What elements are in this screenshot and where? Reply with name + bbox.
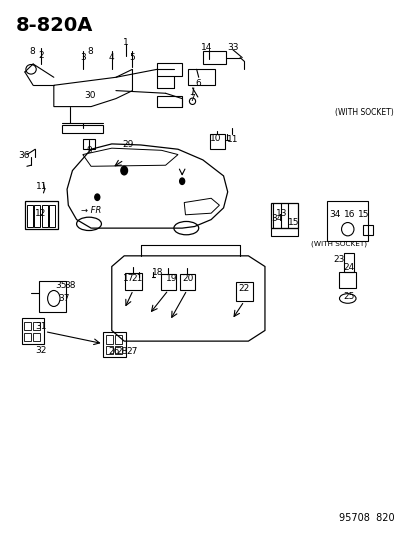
- Text: 26: 26: [108, 348, 119, 356]
- Text: 31: 31: [36, 322, 47, 330]
- Text: 15: 15: [357, 211, 368, 219]
- Text: 18: 18: [152, 269, 164, 277]
- Text: 24: 24: [342, 263, 354, 272]
- Bar: [202, 51, 225, 64]
- Bar: [339, 272, 355, 288]
- Text: 34: 34: [328, 211, 339, 219]
- Text: 3: 3: [80, 53, 85, 61]
- Circle shape: [95, 194, 100, 200]
- Bar: [27, 205, 33, 227]
- Text: 21: 21: [131, 274, 143, 282]
- Text: 25: 25: [342, 293, 354, 301]
- Bar: [114, 346, 122, 354]
- Bar: [210, 134, 224, 149]
- Bar: [363, 225, 372, 235]
- Text: 8-820A: 8-820A: [16, 16, 93, 35]
- Text: 13: 13: [275, 209, 287, 217]
- Text: (WITH SOCKET): (WITH SOCKET): [335, 108, 393, 117]
- Bar: [105, 335, 113, 344]
- Bar: [25, 201, 58, 229]
- Text: 5: 5: [129, 53, 135, 61]
- Text: 14: 14: [201, 44, 212, 52]
- Text: 19: 19: [166, 274, 177, 282]
- Text: 32: 32: [36, 346, 47, 354]
- Text: 95708  820: 95708 820: [339, 513, 394, 523]
- Bar: [114, 335, 122, 344]
- Bar: [235, 282, 252, 301]
- Bar: [105, 346, 113, 354]
- Bar: [157, 63, 182, 76]
- Text: 33: 33: [226, 44, 238, 52]
- Circle shape: [179, 178, 184, 184]
- Bar: [34, 205, 40, 227]
- Text: → FR: → FR: [81, 206, 101, 215]
- Text: 4: 4: [109, 53, 114, 61]
- Bar: [161, 274, 176, 290]
- Text: 6: 6: [195, 79, 201, 88]
- Text: 11: 11: [36, 182, 47, 191]
- Bar: [271, 228, 297, 236]
- Text: 38: 38: [64, 281, 75, 289]
- Text: 9: 9: [86, 146, 92, 155]
- Circle shape: [121, 166, 127, 175]
- Text: 22: 22: [238, 285, 249, 293]
- Text: 8: 8: [29, 47, 35, 56]
- Text: 1: 1: [123, 38, 129, 47]
- Bar: [103, 332, 126, 357]
- Text: 15: 15: [287, 218, 299, 227]
- Text: (WITH SOCKET): (WITH SOCKET): [311, 240, 367, 247]
- Text: 27: 27: [126, 348, 137, 356]
- Text: 34: 34: [270, 214, 282, 223]
- Text: 37: 37: [58, 294, 70, 303]
- Bar: [42, 205, 47, 227]
- Bar: [33, 322, 40, 330]
- Text: 17: 17: [122, 274, 134, 282]
- Text: 28: 28: [116, 348, 128, 356]
- Text: 23: 23: [333, 255, 344, 264]
- Text: 35: 35: [55, 281, 67, 289]
- Text: 12: 12: [35, 209, 46, 217]
- Text: 36: 36: [18, 151, 30, 160]
- Bar: [21, 318, 44, 344]
- Bar: [24, 333, 31, 341]
- Bar: [157, 96, 182, 107]
- Text: 20: 20: [182, 274, 194, 282]
- Bar: [188, 69, 215, 85]
- Bar: [271, 203, 297, 228]
- Bar: [343, 253, 353, 272]
- Text: 8: 8: [87, 47, 93, 56]
- Text: 7: 7: [189, 94, 195, 103]
- Text: 16: 16: [343, 211, 355, 219]
- Bar: [180, 274, 194, 290]
- Text: 10: 10: [209, 134, 221, 143]
- Text: 11: 11: [226, 135, 238, 144]
- Bar: [49, 205, 55, 227]
- Text: 2: 2: [38, 52, 44, 60]
- Text: 30: 30: [84, 92, 96, 100]
- Bar: [24, 322, 31, 330]
- Bar: [39, 281, 66, 312]
- Bar: [326, 201, 368, 241]
- Bar: [125, 273, 141, 290]
- Bar: [83, 139, 95, 149]
- Bar: [33, 333, 40, 341]
- Text: 29: 29: [122, 141, 134, 149]
- Bar: [62, 125, 103, 133]
